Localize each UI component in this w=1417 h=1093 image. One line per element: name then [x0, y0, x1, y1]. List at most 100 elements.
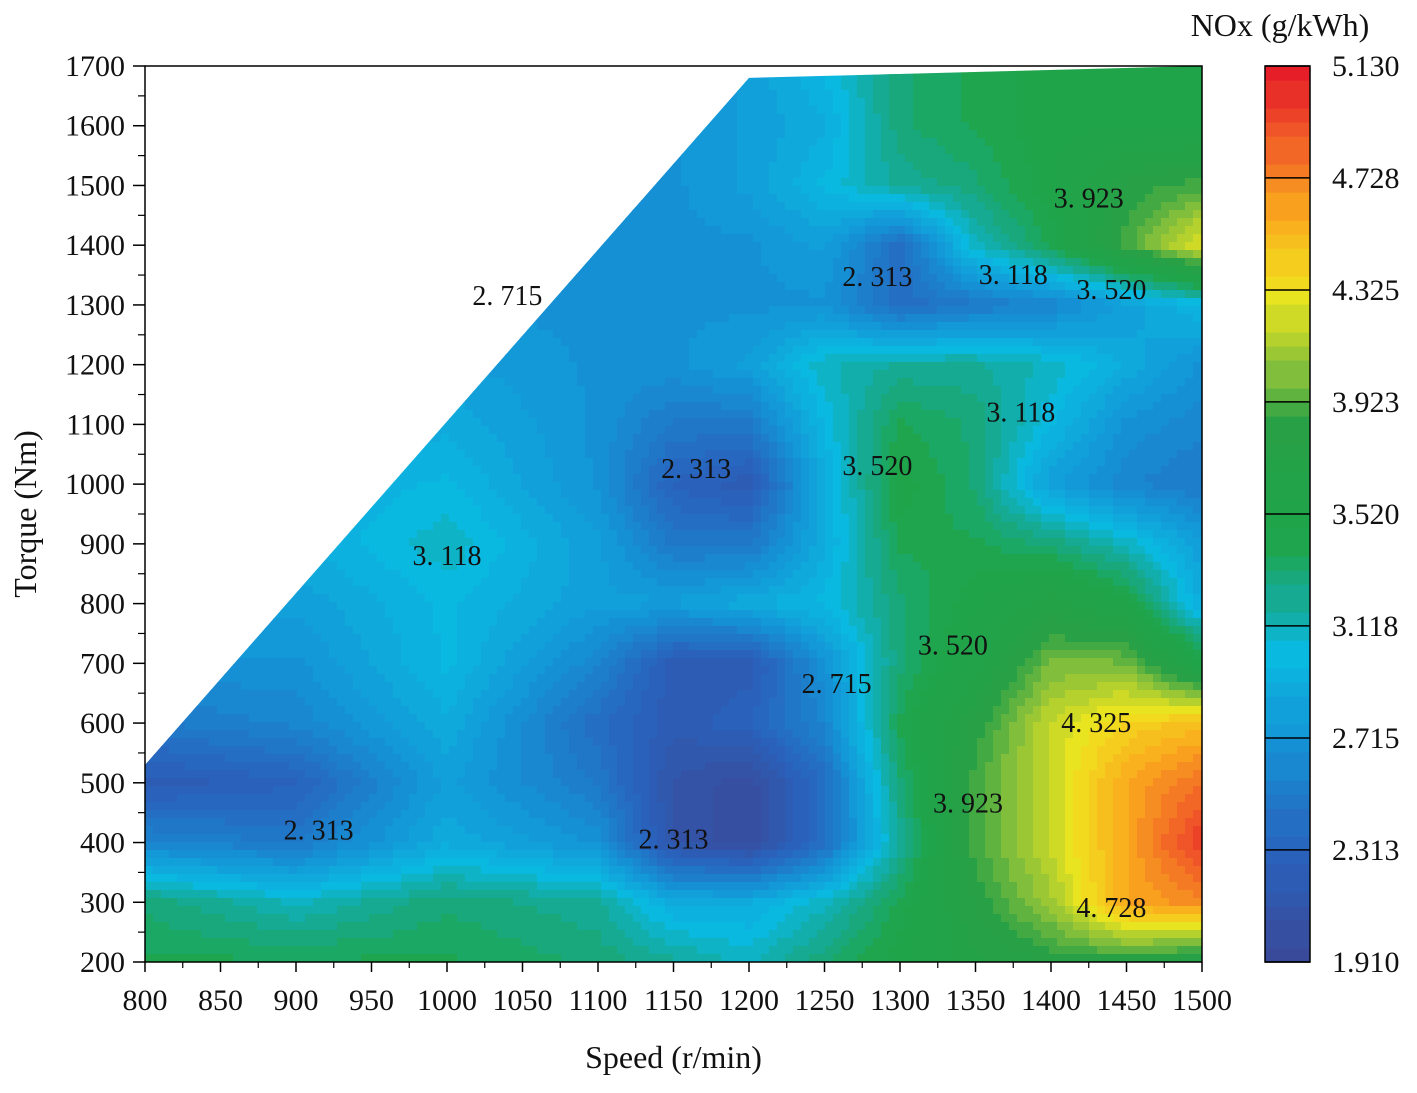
- heat-cell: [521, 186, 530, 195]
- heat-cell: [809, 274, 818, 283]
- heat-cell: [1009, 106, 1018, 115]
- heat-cell: [465, 114, 474, 123]
- heat-cell: [1185, 178, 1194, 187]
- heat-cell: [913, 186, 922, 195]
- heat-cell: [1193, 298, 1202, 307]
- heat-cell: [1113, 354, 1122, 363]
- heat-cell: [825, 226, 834, 235]
- heat-cell: [1177, 114, 1186, 123]
- heat-cell: [201, 186, 210, 195]
- heat-cell: [353, 290, 362, 299]
- heat-cell: [705, 178, 714, 187]
- heat-cell: [1177, 66, 1186, 75]
- heat-cell: [985, 330, 994, 339]
- heat-cell: [473, 114, 482, 123]
- heat-cell: [1185, 218, 1194, 227]
- heat-cell: [353, 226, 362, 235]
- heat-cell: [233, 298, 242, 307]
- heat-cell: [953, 314, 962, 323]
- heat-cell: [497, 106, 506, 115]
- heat-cell: [681, 130, 690, 139]
- heat-cell: [641, 146, 650, 155]
- heat-cell: [945, 250, 954, 259]
- heat-cell: [601, 186, 610, 195]
- heat-cell: [945, 234, 954, 243]
- heat-cell: [905, 74, 914, 83]
- heat-cell: [969, 114, 978, 123]
- heat-cell: [785, 354, 794, 363]
- heat-cell: [1001, 354, 1010, 363]
- heat-cell: [705, 106, 714, 115]
- heat-cell: [1009, 234, 1018, 243]
- heat-cell: [1105, 234, 1114, 243]
- heat-cell: [593, 138, 602, 147]
- heat-cell: [377, 82, 386, 91]
- heat-cell: [1177, 218, 1186, 227]
- heat-cell: [145, 218, 154, 227]
- heat-cell: [473, 338, 482, 347]
- heat-cell: [969, 66, 978, 75]
- heat-cell: [753, 298, 762, 307]
- heat-cell: [169, 234, 178, 243]
- heat-cell: [217, 282, 226, 291]
- heat-cell: [1145, 282, 1154, 291]
- heat-cell: [513, 82, 522, 91]
- heat-cell: [393, 106, 402, 115]
- heat-cell: [217, 210, 226, 219]
- heat-cell: [777, 202, 786, 211]
- heat-cell: [273, 258, 282, 267]
- heat-cell: [401, 106, 410, 115]
- heat-cell: [481, 90, 490, 99]
- heat-cell: [1193, 162, 1202, 171]
- heat-cell: [513, 98, 522, 107]
- heat-cell: [609, 74, 618, 83]
- heat-cell: [1185, 98, 1194, 107]
- heat-cell: [705, 346, 714, 355]
- heat-cell: [289, 362, 298, 371]
- heat-cell: [745, 82, 754, 91]
- heat-cell: [785, 122, 794, 131]
- heat-cell: [737, 306, 746, 315]
- heat-cell: [721, 354, 730, 363]
- heat-cell: [361, 266, 370, 275]
- heat-cell: [873, 106, 882, 115]
- heat-cell: [465, 234, 474, 243]
- heat-cell: [705, 354, 714, 363]
- heat-cell: [409, 122, 418, 131]
- heat-cell: [737, 210, 746, 219]
- heat-cell: [185, 178, 194, 187]
- heat-cell: [785, 306, 794, 315]
- heat-cell: [1113, 74, 1122, 83]
- heat-cell: [1145, 138, 1154, 147]
- heat-cell: [153, 186, 162, 195]
- heat-cell: [801, 186, 810, 195]
- heat-cell: [217, 314, 226, 323]
- heat-cell: [561, 154, 570, 163]
- heat-cell: [937, 298, 946, 307]
- heat-cell: [1081, 138, 1090, 147]
- heat-cell: [625, 210, 634, 219]
- heat-cell: [225, 178, 234, 187]
- heat-cell: [585, 274, 594, 283]
- heat-cell: [361, 186, 370, 195]
- heat-cell: [1025, 330, 1034, 339]
- heat-cell: [1177, 122, 1186, 131]
- heat-cell: [417, 274, 426, 283]
- heat-cell: [881, 330, 890, 339]
- heat-cell: [793, 274, 802, 283]
- heat-cell: [209, 306, 218, 315]
- heat-cell: [353, 210, 362, 219]
- heat-cell: [537, 154, 546, 163]
- heat-cell: [705, 306, 714, 315]
- heat-cell: [649, 322, 658, 331]
- heat-cell: [633, 226, 642, 235]
- heat-cell: [265, 170, 274, 179]
- heat-cell: [1009, 146, 1018, 155]
- heat-cell: [289, 234, 298, 243]
- heat-cell: [1185, 106, 1194, 115]
- heat-cell: [817, 242, 826, 251]
- heat-cell: [913, 258, 922, 267]
- heat-cell: [705, 162, 714, 171]
- heat-cell: [857, 98, 866, 107]
- heat-cell: [569, 234, 578, 243]
